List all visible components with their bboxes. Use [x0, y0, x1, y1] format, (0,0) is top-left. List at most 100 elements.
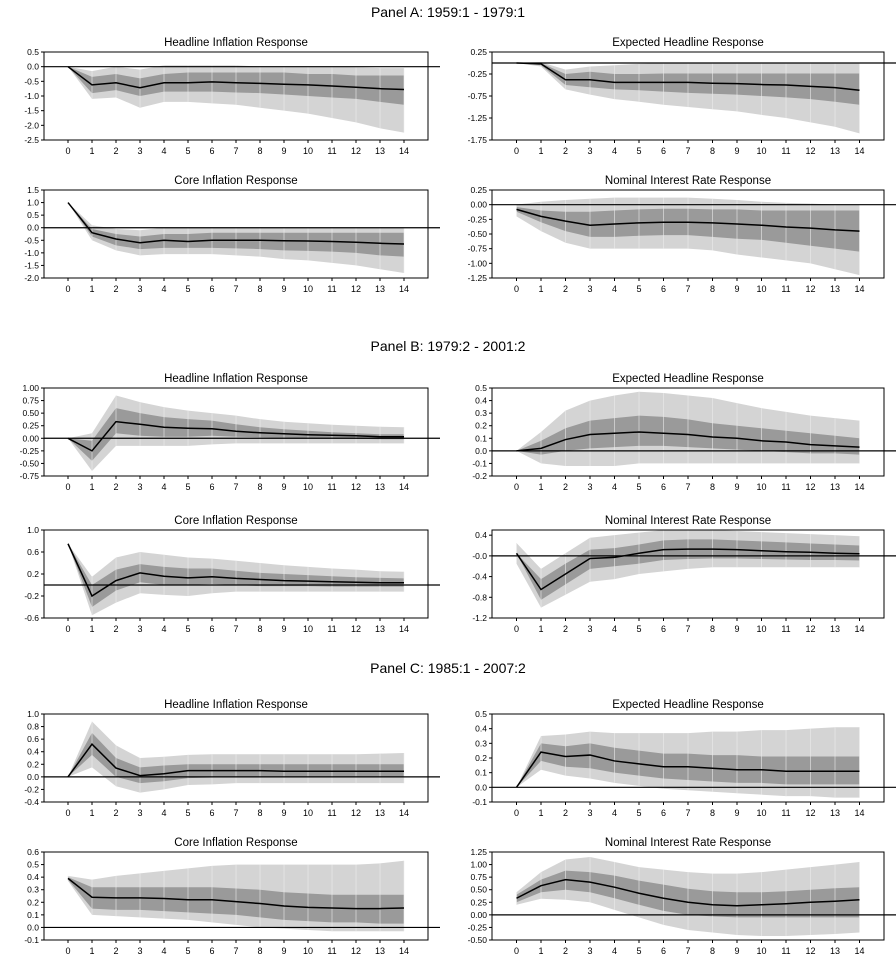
x-tick-label: 12: [351, 146, 361, 156]
chart-title: Headline Inflation Response: [164, 37, 308, 49]
x-tick-label: 2: [563, 624, 568, 634]
y-tick-label: 0.75: [22, 396, 39, 406]
y-tick-label: -0.4: [24, 797, 39, 807]
x-tick-label: 3: [587, 482, 592, 492]
chart-panel-c-core-inflation: Core Inflation Response 0.6 0.5 0.4 0.3 0.2 0.…: [24, 837, 440, 956]
x-tick-label: 10: [756, 482, 766, 492]
median-response-line: [67, 202, 405, 245]
x-tick-label: 2: [113, 482, 118, 492]
x-tick-label: 4: [612, 808, 617, 818]
y-tick-label: -0.6: [24, 613, 39, 623]
chart-panel-b-expected-headline: Expected Headline Response 0.5 0.4 0.3 0.2 0.…: [472, 373, 896, 492]
x-tick-label: 11: [327, 146, 336, 156]
median-response-line: [67, 877, 405, 910]
x-tick-label: 1: [538, 624, 543, 634]
chart-title: Nominal Interest Rate Response: [605, 837, 771, 849]
x-tick-label: 14: [854, 624, 864, 634]
y-tick-label: 0.00: [22, 433, 39, 443]
x-tick-label: 11: [327, 482, 336, 492]
y-tick-label: 0.5: [475, 383, 487, 393]
x-tick-label: 13: [830, 624, 840, 634]
x-tick-label: 8: [710, 284, 715, 294]
y-tick-label: 0.4: [475, 530, 487, 540]
x-tick-label: 5: [185, 808, 190, 818]
x-tick-label: 9: [734, 146, 739, 156]
median-response-line: [516, 62, 860, 92]
x-tick-label: 14: [399, 946, 409, 956]
y-tick-label: -1.0: [24, 248, 39, 258]
y-tick-label: 0.6: [27, 547, 39, 557]
x-tick-label: 1: [538, 146, 543, 156]
y-tick-label: -0.1: [472, 458, 487, 468]
y-tick-label: -0.4: [472, 572, 487, 582]
y-tick-label: 0.5: [27, 860, 39, 870]
x-tick-label: 2: [113, 284, 118, 294]
x-tick-label: 3: [587, 146, 592, 156]
x-tick-label: 5: [636, 624, 641, 634]
x-tick-label: 0: [514, 482, 519, 492]
x-tick-label: 4: [161, 808, 166, 818]
x-tick-label: 10: [756, 146, 766, 156]
x-tick-label: 8: [710, 624, 715, 634]
x-tick-label: 13: [375, 482, 385, 492]
y-tick-label: 0.0: [475, 446, 487, 456]
y-tick-label: -0.75: [468, 244, 488, 254]
y-tick-label: 0.0: [27, 772, 39, 782]
x-tick-label: 1: [89, 482, 94, 492]
x-tick-label: 3: [137, 482, 142, 492]
chart-title: Nominal Interest Rate Response: [605, 175, 771, 187]
x-tick-label: 7: [685, 146, 690, 156]
x-tick-label: 2: [563, 284, 568, 294]
chart-panel-b-core-inflation: Core Inflation Response 1.0 0.6 0.2 -0.2 -0.6…: [24, 515, 440, 634]
y-tick-label: 0.3: [27, 885, 39, 895]
y-tick-label: 1.00: [22, 383, 39, 393]
x-tick-label: 11: [327, 946, 336, 956]
x-tick-label: 11: [327, 808, 336, 818]
y-tick-label: 0.00: [470, 200, 487, 210]
y-tick-label: -0.75: [468, 91, 488, 101]
y-tick-label: 1.0: [27, 198, 39, 208]
median-response-line: [516, 431, 860, 452]
x-tick-label: 1: [89, 284, 94, 294]
x-tick-label: 4: [161, 482, 166, 492]
x-tick-label: 11: [781, 284, 790, 294]
y-tick-label: -0.8: [472, 592, 487, 602]
chart-panel-b-headline-inflation: Headline Inflation Response 1.00 0.75 0.50 0…: [20, 373, 440, 492]
y-tick-label: 0.4: [475, 396, 487, 406]
x-tick-label: 6: [661, 146, 666, 156]
x-tick-label: 4: [612, 284, 617, 294]
y-tick-label: 1.0: [27, 709, 39, 719]
x-tick-label: 5: [185, 946, 190, 956]
x-tick-label: 5: [636, 284, 641, 294]
x-tick-label: 0: [514, 624, 519, 634]
y-tick-label: 0.50: [22, 408, 39, 418]
x-tick-label: 13: [830, 808, 840, 818]
x-tick-label: 7: [685, 482, 690, 492]
y-tick-label: -0.0: [472, 551, 487, 561]
x-tick-label: 12: [805, 146, 815, 156]
y-tick-label: 0.2: [27, 759, 39, 769]
x-tick-label: 3: [137, 946, 142, 956]
y-tick-label: 0.2: [27, 569, 39, 579]
x-tick-label: 11: [781, 482, 790, 492]
y-tick-label: 0.2: [475, 421, 487, 431]
chart-title: Expected Headline Response: [612, 373, 764, 385]
x-tick-label: 4: [612, 482, 617, 492]
median-response-line: [67, 543, 404, 598]
chart-panel-c-headline-inflation: Headline Inflation Response 1.0 0.8 0.6 0.4 0…: [24, 699, 440, 818]
x-tick-label: 10: [303, 946, 313, 956]
x-tick-label: 10: [756, 624, 766, 634]
x-tick-label: 14: [399, 808, 409, 818]
x-tick-label: 6: [209, 808, 214, 818]
x-tick-label: 6: [209, 624, 214, 634]
chart-title: Headline Inflation Response: [164, 373, 308, 385]
x-tick-label: 14: [854, 146, 864, 156]
x-tick-label: 9: [281, 146, 286, 156]
x-tick-label: 8: [257, 284, 262, 294]
y-tick-label: -1.75: [468, 135, 488, 145]
y-tick-label: -1.0: [24, 91, 39, 101]
y-tick-label: -1.5: [24, 260, 39, 270]
x-tick-label: 7: [685, 946, 690, 956]
x-tick-label: 7: [233, 808, 238, 818]
x-tick-label: 4: [161, 946, 166, 956]
